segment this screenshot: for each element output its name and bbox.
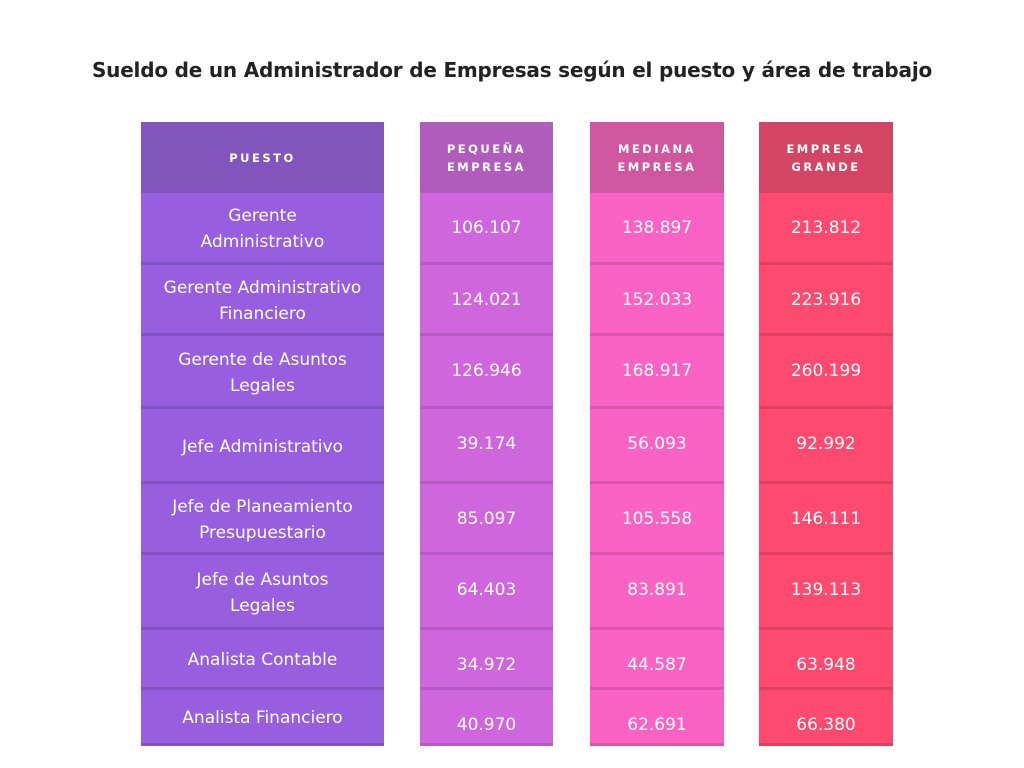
- salary-value: 126.946: [420, 336, 553, 409]
- salary-value: 146.111: [759, 484, 893, 555]
- column-header: MEDIANA EMPRESA: [590, 122, 724, 193]
- row-label: Gerente Administrativo Financiero: [141, 265, 384, 336]
- salary-value: 223.916: [759, 265, 893, 336]
- row-label: Jefe de Planeamiento Presupuestario: [141, 484, 384, 555]
- salary-value: 83.891: [590, 555, 724, 630]
- salary-value: 124.021: [420, 265, 553, 336]
- row-label: Jefe Administrativo: [141, 409, 384, 484]
- row-label: Analista Contable: [141, 630, 384, 690]
- salary-value: 56.093: [590, 409, 724, 484]
- column-puesto: PUESTO Gerente Administrativo Gerente Admi…: [141, 122, 384, 746]
- salary-value: 85.097: [420, 484, 553, 555]
- salary-value: 62.691: [590, 690, 724, 746]
- salary-value: 92.992: [759, 409, 893, 484]
- column-empresa-grande: EMPRESA GRANDE 213.812 223.916 260.199 92.99…: [759, 122, 893, 746]
- salary-value: 139.113: [759, 555, 893, 630]
- salary-value: 34.972: [420, 630, 553, 690]
- salary-value: 260.199: [759, 336, 893, 409]
- column-mediana-empresa: MEDIANA EMPRESA 138.897 152.033 168.917 56.0…: [590, 122, 724, 746]
- salary-value: 105.558: [590, 484, 724, 555]
- salary-value: 168.917: [590, 336, 724, 409]
- salary-value: 213.812: [759, 193, 893, 265]
- salary-value: 66.380: [759, 690, 893, 746]
- column-pequena-empresa: PEQUEÑA EMPRESA 106.107 124.021 126.946 39.1…: [420, 122, 553, 746]
- salary-value: 152.033: [590, 265, 724, 336]
- salary-value: 44.587: [590, 630, 724, 690]
- column-header: PEQUEÑA EMPRESA: [420, 122, 553, 193]
- row-label: Gerente Administrativo: [141, 193, 384, 265]
- salary-value: 138.897: [590, 193, 724, 265]
- salary-value: 63.948: [759, 630, 893, 690]
- row-label: Jefe de Asuntos Legales: [141, 555, 384, 630]
- chart-title: Sueldo de un Administrador de Empresas s…: [91, 58, 933, 82]
- column-header: EMPRESA GRANDE: [759, 122, 893, 193]
- salary-value: 40.970: [420, 690, 553, 746]
- salary-value: 64.403: [420, 555, 553, 630]
- salary-value: 106.107: [420, 193, 553, 265]
- salary-value: 39.174: [420, 409, 553, 484]
- column-header: PUESTO: [141, 122, 384, 193]
- row-label: Analista Financiero: [141, 690, 384, 746]
- row-label: Gerente de Asuntos Legales: [141, 336, 384, 409]
